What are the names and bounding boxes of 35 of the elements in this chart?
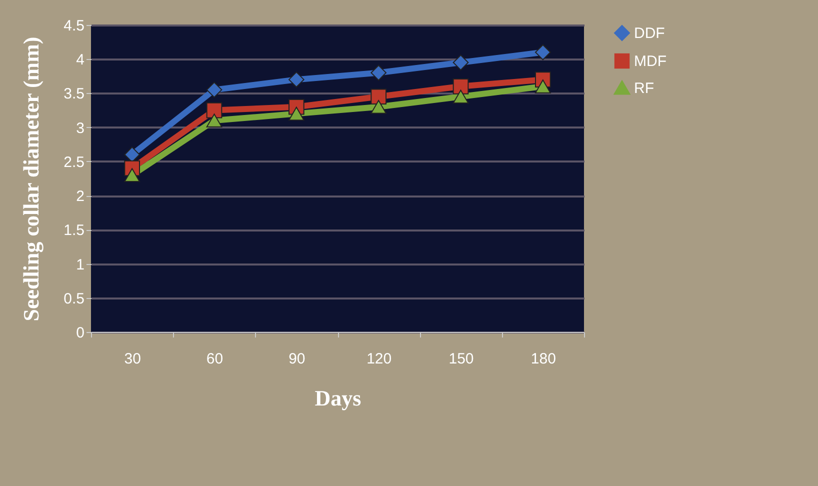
point [206, 114, 222, 128]
y-tick-label: 1.5 [64, 222, 84, 240]
legend-label: RF [634, 80, 654, 97]
point [370, 100, 386, 114]
x-tick-label: 30 [124, 350, 141, 368]
x-axis-title: Days [314, 386, 362, 410]
x-tick-label: 150 [448, 350, 474, 368]
y-tick-label: 3 [76, 120, 84, 137]
point [206, 82, 222, 98]
point [288, 72, 304, 88]
legend-label: DDF [634, 25, 665, 42]
point [452, 78, 469, 94]
y-tick-label: 2 [76, 188, 84, 206]
y-axis-title: Seedling collar diameter (mm) [18, 36, 44, 322]
y-tick-label: 0.5 [64, 290, 84, 308]
x-tick-label: 180 [530, 350, 556, 368]
y-tick-label: 0 [76, 324, 84, 342]
point [535, 44, 551, 60]
point [370, 88, 386, 105]
point [370, 64, 386, 81]
x-tick-label: 60 [206, 350, 224, 368]
point [206, 102, 222, 118]
point [288, 106, 304, 121]
y-tick-label: 1 [76, 256, 84, 274]
point [535, 79, 551, 94]
legend-label: MDF [634, 53, 666, 70]
point [124, 168, 140, 182]
y-tick-label: 2.5 [64, 154, 84, 171]
y-tick-label: 3.5 [64, 86, 84, 103]
point [452, 90, 469, 104]
x-tick-label: 120 [366, 350, 392, 368]
y-tick-label: 4 [76, 52, 84, 69]
x-tick-label: 90 [288, 350, 306, 368]
y-tick-label: 4.5 [64, 18, 84, 34]
point [452, 54, 469, 70]
